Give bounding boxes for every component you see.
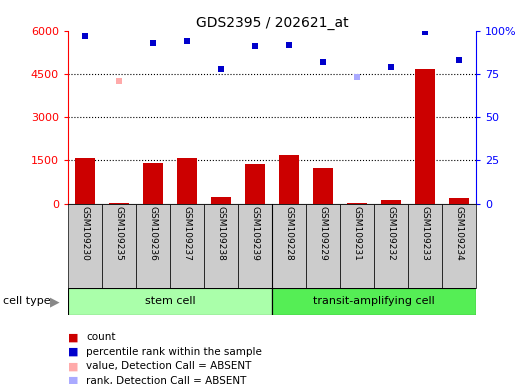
Text: value, Detection Call = ABSENT: value, Detection Call = ABSENT: [86, 361, 252, 371]
Bar: [102, 204, 136, 288]
Bar: [272, 288, 476, 315]
Text: rank, Detection Call = ABSENT: rank, Detection Call = ABSENT: [86, 376, 247, 384]
Text: GSM109234: GSM109234: [454, 206, 463, 261]
Text: ■: ■: [68, 361, 78, 371]
Bar: [75, 158, 95, 204]
Bar: [449, 198, 469, 204]
Bar: [374, 204, 408, 288]
Text: ■: ■: [68, 376, 78, 384]
Text: percentile rank within the sample: percentile rank within the sample: [86, 347, 262, 357]
Text: GSM109233: GSM109233: [420, 206, 429, 261]
Bar: [408, 204, 442, 288]
Text: transit-amplifying cell: transit-amplifying cell: [313, 296, 435, 306]
Text: GSM109228: GSM109228: [285, 206, 293, 261]
Bar: [211, 197, 231, 204]
Bar: [245, 164, 265, 204]
Bar: [109, 203, 129, 204]
Text: GSM109231: GSM109231: [353, 206, 361, 261]
Bar: [306, 204, 340, 288]
Bar: [347, 203, 367, 204]
Text: GSM109230: GSM109230: [81, 206, 89, 261]
Bar: [143, 163, 163, 204]
Text: ■: ■: [68, 332, 78, 342]
Text: GSM109232: GSM109232: [386, 206, 395, 261]
Text: GSM109235: GSM109235: [115, 206, 123, 261]
Bar: [177, 158, 197, 204]
Bar: [313, 168, 333, 204]
Bar: [272, 204, 306, 288]
Bar: [340, 204, 374, 288]
Bar: [68, 288, 272, 315]
Text: GSM109237: GSM109237: [183, 206, 191, 261]
Bar: [68, 204, 102, 288]
Bar: [381, 200, 401, 204]
Text: GSM109238: GSM109238: [217, 206, 225, 261]
Text: cell type: cell type: [3, 296, 50, 306]
Text: ▶: ▶: [50, 295, 60, 308]
Text: GSM109239: GSM109239: [251, 206, 259, 261]
Text: ■: ■: [68, 347, 78, 357]
Bar: [415, 69, 435, 204]
Bar: [279, 155, 299, 204]
Text: GSM109236: GSM109236: [149, 206, 157, 261]
Bar: [442, 204, 476, 288]
Text: count: count: [86, 332, 116, 342]
Bar: [204, 204, 238, 288]
Text: GSM109229: GSM109229: [319, 206, 327, 261]
Bar: [170, 204, 204, 288]
Bar: [238, 204, 272, 288]
Bar: [136, 204, 170, 288]
Text: stem cell: stem cell: [145, 296, 195, 306]
Title: GDS2395 / 202621_at: GDS2395 / 202621_at: [196, 16, 348, 30]
